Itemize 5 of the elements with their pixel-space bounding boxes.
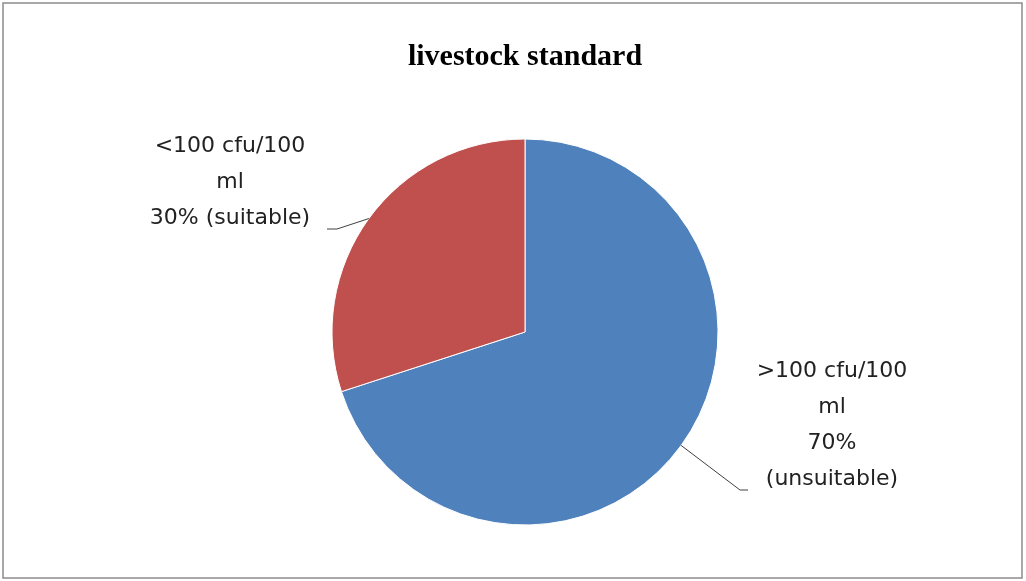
- data-label: 30% (suitable): [149, 204, 311, 229]
- slice-label: >100 cfu/100 ml: [756, 357, 908, 418]
- slice-label: <100 cfu/100 ml: [154, 132, 306, 193]
- data-label: 70% (unsuitable): [765, 429, 899, 490]
- chart-title: livestock standard: [407, 38, 643, 71]
